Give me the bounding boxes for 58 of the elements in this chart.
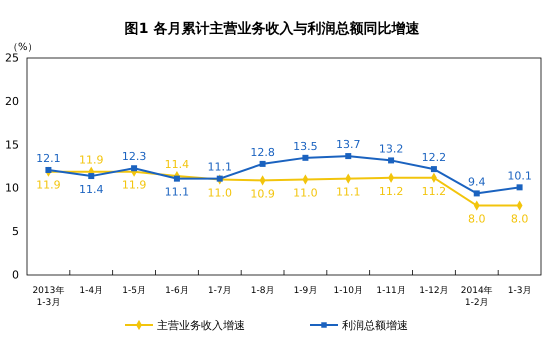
x-tick-label: 1-3月 [508,286,532,296]
y-tick-label: 25 [5,52,19,65]
data-label: 12.2 [422,151,446,164]
y-tick-label: 0 [12,268,19,282]
point [474,190,480,196]
data-label: 12.3 [122,150,146,164]
y-tick-label: 5 [12,225,19,238]
point [260,160,266,167]
x-tick-label: 1-9月 [294,286,318,296]
data-label: 11.9 [36,178,61,192]
data-label: 8.0 [468,212,486,226]
x-tick-label: 1-12月 [419,286,449,296]
x-tick-label: 2013年 1-3月 [32,285,64,308]
data-label: 12.1 [36,152,61,165]
y-tick-label: 20 [5,94,19,108]
point [302,154,308,161]
x-tick-label: 1-5月 [122,286,146,296]
x-tick-label: 1-4月 [79,286,104,296]
data-label: 13.2 [378,142,404,156]
data-label: 9.4 [468,175,486,188]
x-tick-label: 1-8月 [250,286,274,296]
point [45,166,52,173]
point [174,176,180,182]
data-label: 11.1 [208,160,232,174]
data-label: 8.0 [510,212,528,226]
chart-title: 图1 各月累计主营业务收入与利润总额同比增速 [124,20,420,37]
legend-label: 主营业务收入增速 [157,319,245,332]
x-tick-label: 2014年 1-2月 [460,285,493,308]
legend-label: 利润总额增速 [342,319,408,332]
point [216,176,223,182]
data-label: 11.9 [79,154,104,167]
data-label: 11.4 [164,158,190,172]
x-tick-label: 1-6月 [165,286,189,296]
data-label: 11.9 [122,178,146,192]
point [88,173,94,180]
y-tick-label: 10 [5,182,19,195]
data-label: 11.1 [164,186,190,199]
data-label: 11.4 [79,183,104,196]
point [516,184,523,190]
point [345,153,352,160]
data-label: 11.1 [336,186,360,199]
data-label: 13.7 [336,138,360,152]
x-tick-label: 1-10月 [334,286,363,296]
data-label: 11.0 [293,186,318,200]
data-label: 10.9 [250,187,275,200]
x-tick-label: 1-7月 [208,286,232,296]
data-label: 11.0 [208,186,232,200]
data-label: 13.5 [293,140,318,153]
data-label: 11.2 [378,184,404,198]
y-axis-title: （%） [8,42,38,53]
data-label: 12.8 [250,146,275,159]
point [430,166,437,172]
point [131,165,138,172]
data-label: 10.1 [507,169,532,182]
data-label: 11.2 [422,184,446,198]
x-tick-label: 1-11月 [376,286,406,296]
y-tick-label: 15 [5,138,19,152]
point [388,157,394,164]
